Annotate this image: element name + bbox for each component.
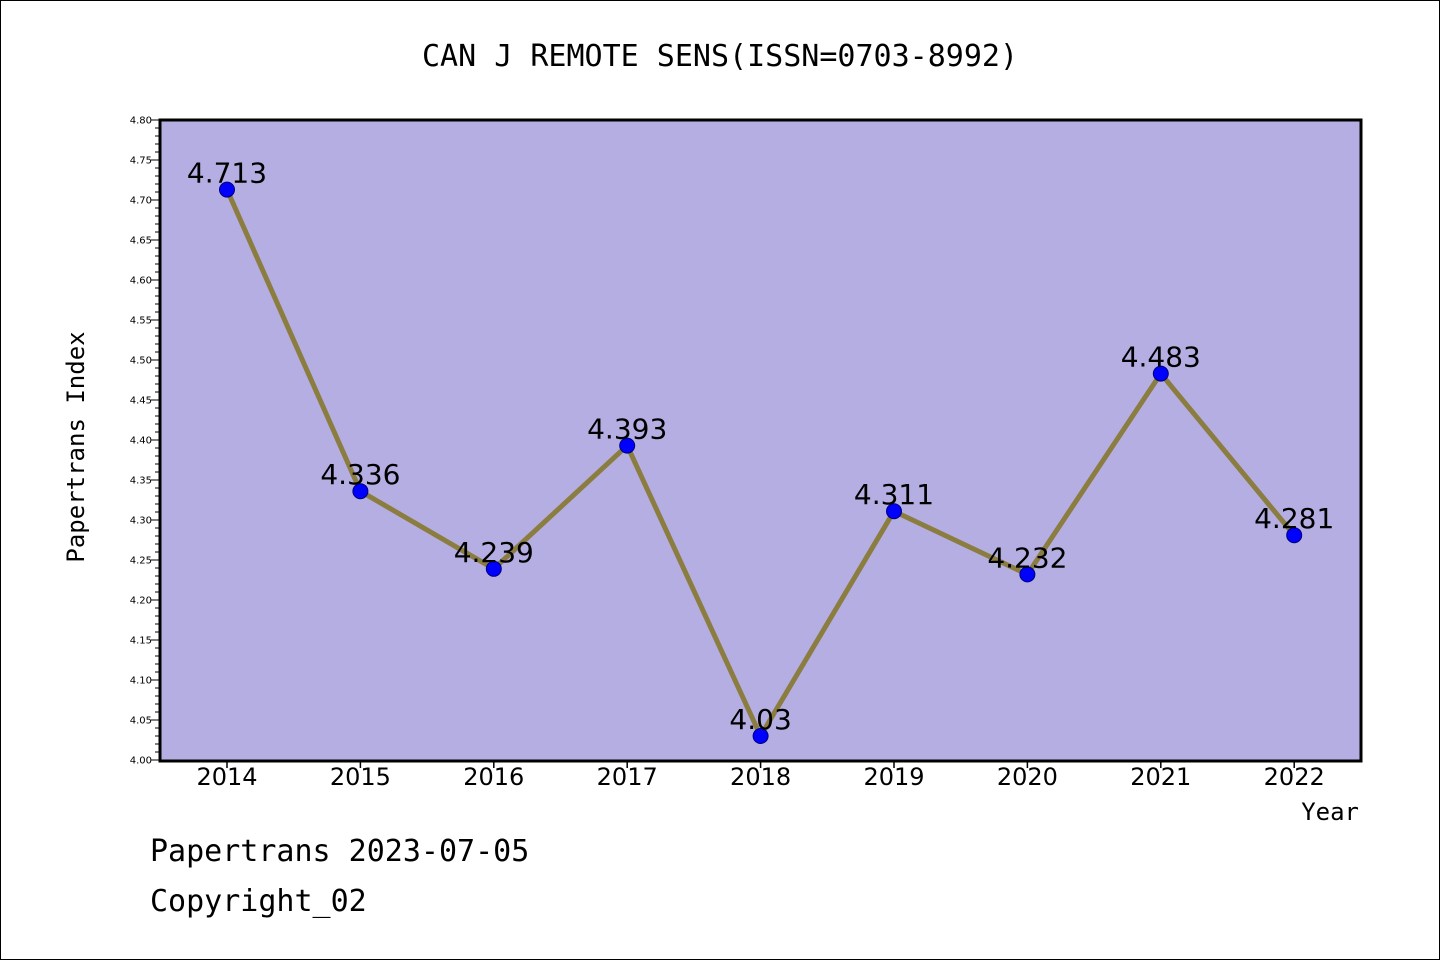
data-label: 4.281	[1254, 502, 1334, 535]
data-label: 4.713	[187, 157, 267, 190]
y-tick-label: 4.35	[130, 476, 152, 487]
data-point	[485, 560, 502, 577]
x-tick-label: 2016	[463, 763, 524, 791]
footer-copyright: Copyright_02	[150, 884, 367, 919]
data-label: 4.336	[320, 458, 400, 491]
data-label: 4.239	[454, 536, 534, 569]
y-tick-label: 4.00	[130, 756, 152, 767]
data-point	[752, 728, 769, 744]
data-point	[219, 181, 235, 198]
data-point	[1152, 365, 1169, 382]
y-tick-label: 4.05	[130, 716, 152, 727]
chart-title: CAN J REMOTE SENS(ISSN=0703-8992)	[422, 39, 1018, 74]
x-axis-label: Year	[1301, 798, 1359, 826]
data-point	[352, 483, 369, 500]
y-tick-label: 4.25	[130, 556, 152, 567]
x-tick-label: 2015	[330, 763, 391, 791]
x-tick-label: 2021	[1130, 763, 1191, 791]
y-tick-label: 4.20	[130, 596, 152, 607]
x-tick-label: 2020	[997, 763, 1058, 791]
data-label: 4.483	[1121, 341, 1201, 374]
x-tick-label: 2022	[1264, 763, 1325, 791]
data-label: 4.393	[587, 413, 667, 446]
data-label: 4.03	[729, 703, 791, 736]
data-point	[1019, 566, 1036, 583]
y-tick-label: 4.55	[130, 316, 152, 327]
y-axis-label: Papertrans Index	[62, 331, 90, 562]
x-axis: 2014 2015 2016 2017 2018 2019 2020 2021 2022	[196, 760, 1325, 791]
x-tick-label: 2019	[863, 763, 924, 791]
data-label: 4.232	[987, 541, 1067, 574]
y-tick-label: 4.15	[130, 636, 152, 647]
y-tick-label: 4.45	[130, 396, 152, 407]
footer-date: Papertrans 2023-07-05	[150, 834, 530, 869]
x-tick-label: 2014	[196, 763, 257, 791]
data-point	[886, 503, 902, 520]
y-tick-label: 4.10	[130, 676, 152, 687]
data-point	[619, 437, 636, 454]
data-point	[1286, 527, 1303, 544]
y-tick-label: 4.65	[130, 236, 152, 247]
x-tick-label: 2018	[730, 763, 791, 791]
y-tick-label: 4.80	[130, 116, 152, 127]
y-tick-label: 4.50	[130, 356, 152, 367]
y-tick-label: 4.60	[130, 276, 152, 287]
y-tick-label: 4.40	[130, 436, 152, 447]
data-label: 4.311	[854, 478, 934, 511]
x-tick-label: 2017	[597, 763, 658, 791]
data-labels: 4.713 4.336 4.239 4.393 4.03 4.311 4.232 4.483 4…	[187, 157, 1334, 736]
y-tick-label: 4.70	[130, 196, 152, 207]
plot-area	[158, 118, 1363, 763]
y-axis: 4.00 4.05 4.10 4.15 4.20 4.25 4.30 4.35 4.40 4.45…	[130, 116, 160, 767]
y-tick-label: 4.30	[130, 516, 152, 527]
y-tick-label: 4.75	[130, 156, 152, 167]
series-line	[219, 181, 1303, 744]
